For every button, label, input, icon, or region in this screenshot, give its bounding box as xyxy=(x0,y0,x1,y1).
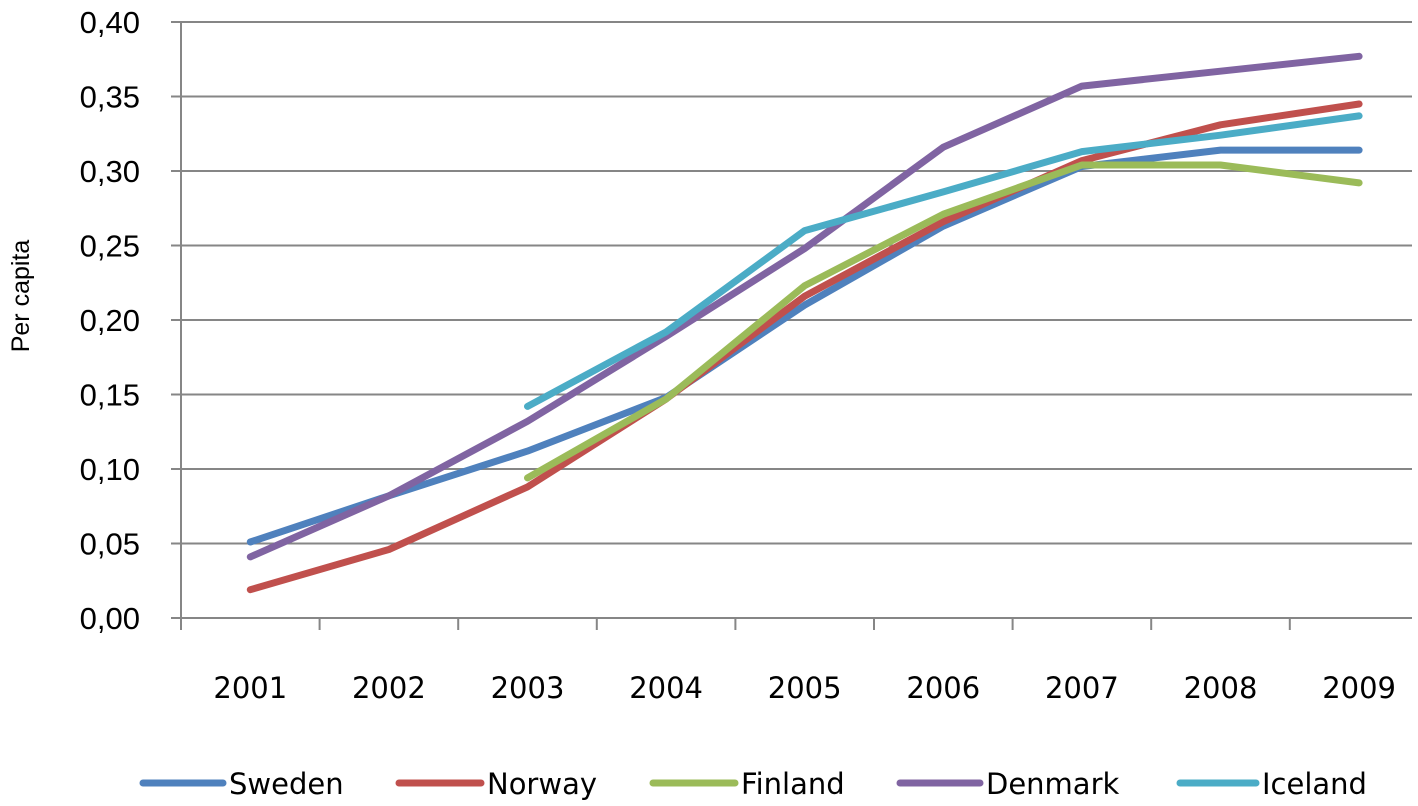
y-tick-label: 0,15 xyxy=(80,378,140,413)
gridlines xyxy=(181,21,1412,545)
legend-item-norway: Norway xyxy=(395,767,597,801)
y-tick-label: 0,10 xyxy=(80,452,140,487)
x-tick-label: 2006 xyxy=(906,671,980,705)
legend-label: Norway xyxy=(487,767,597,801)
x-tick-label: 2003 xyxy=(491,671,565,705)
series-lines xyxy=(246,52,1363,594)
series-line-norway xyxy=(246,100,1363,594)
x-tick-label: 2001 xyxy=(213,671,287,705)
y-axis-tick-labels: 0,00 0,05 0,10 0,15 0,20 0,25 0,30 0,35 0,40 xyxy=(80,5,140,636)
y-tick-label: 0,00 xyxy=(80,601,140,636)
series-line-denmark xyxy=(246,52,1363,561)
legend-label: Finland xyxy=(741,767,845,801)
legend-item-iceland: Iceland xyxy=(1176,767,1367,801)
legend: Sweden Norway Finland Denmark Iceland xyxy=(139,767,1367,801)
x-axis-tick-labels: 2001 2002 2003 2004 2005 2006 2007 2008 2009 xyxy=(213,671,1396,705)
legend-label: Denmark xyxy=(986,767,1119,801)
y-tick-label: 0,25 xyxy=(80,229,140,264)
legend-item-denmark: Denmark xyxy=(896,767,1119,801)
x-tick-label: 2005 xyxy=(768,671,842,705)
legend-item-sweden: Sweden xyxy=(139,767,344,801)
y-axis-title: Per capita xyxy=(7,240,35,353)
y-tick-label: 0,20 xyxy=(80,303,140,338)
legend-item-finland: Finland xyxy=(649,767,845,801)
x-tick-label: 2008 xyxy=(1184,671,1258,705)
y-tick-label: 0,05 xyxy=(80,527,140,562)
y-tick-label: 0,35 xyxy=(80,80,140,115)
axes xyxy=(171,21,1412,630)
y-tick-label: 0,30 xyxy=(80,154,140,189)
legend-label: Iceland xyxy=(1262,767,1367,801)
y-tick-label: 0,40 xyxy=(80,5,140,40)
legend-label: Sweden xyxy=(229,767,344,801)
series-line-finland xyxy=(524,161,1363,482)
x-tick-label: 2007 xyxy=(1045,671,1119,705)
series-line-sweden xyxy=(246,146,1363,546)
x-tick-label: 2002 xyxy=(352,671,426,705)
x-tick-label: 2004 xyxy=(629,671,703,705)
x-tick-label: 2009 xyxy=(1322,671,1396,705)
series-line-iceland xyxy=(524,112,1363,410)
